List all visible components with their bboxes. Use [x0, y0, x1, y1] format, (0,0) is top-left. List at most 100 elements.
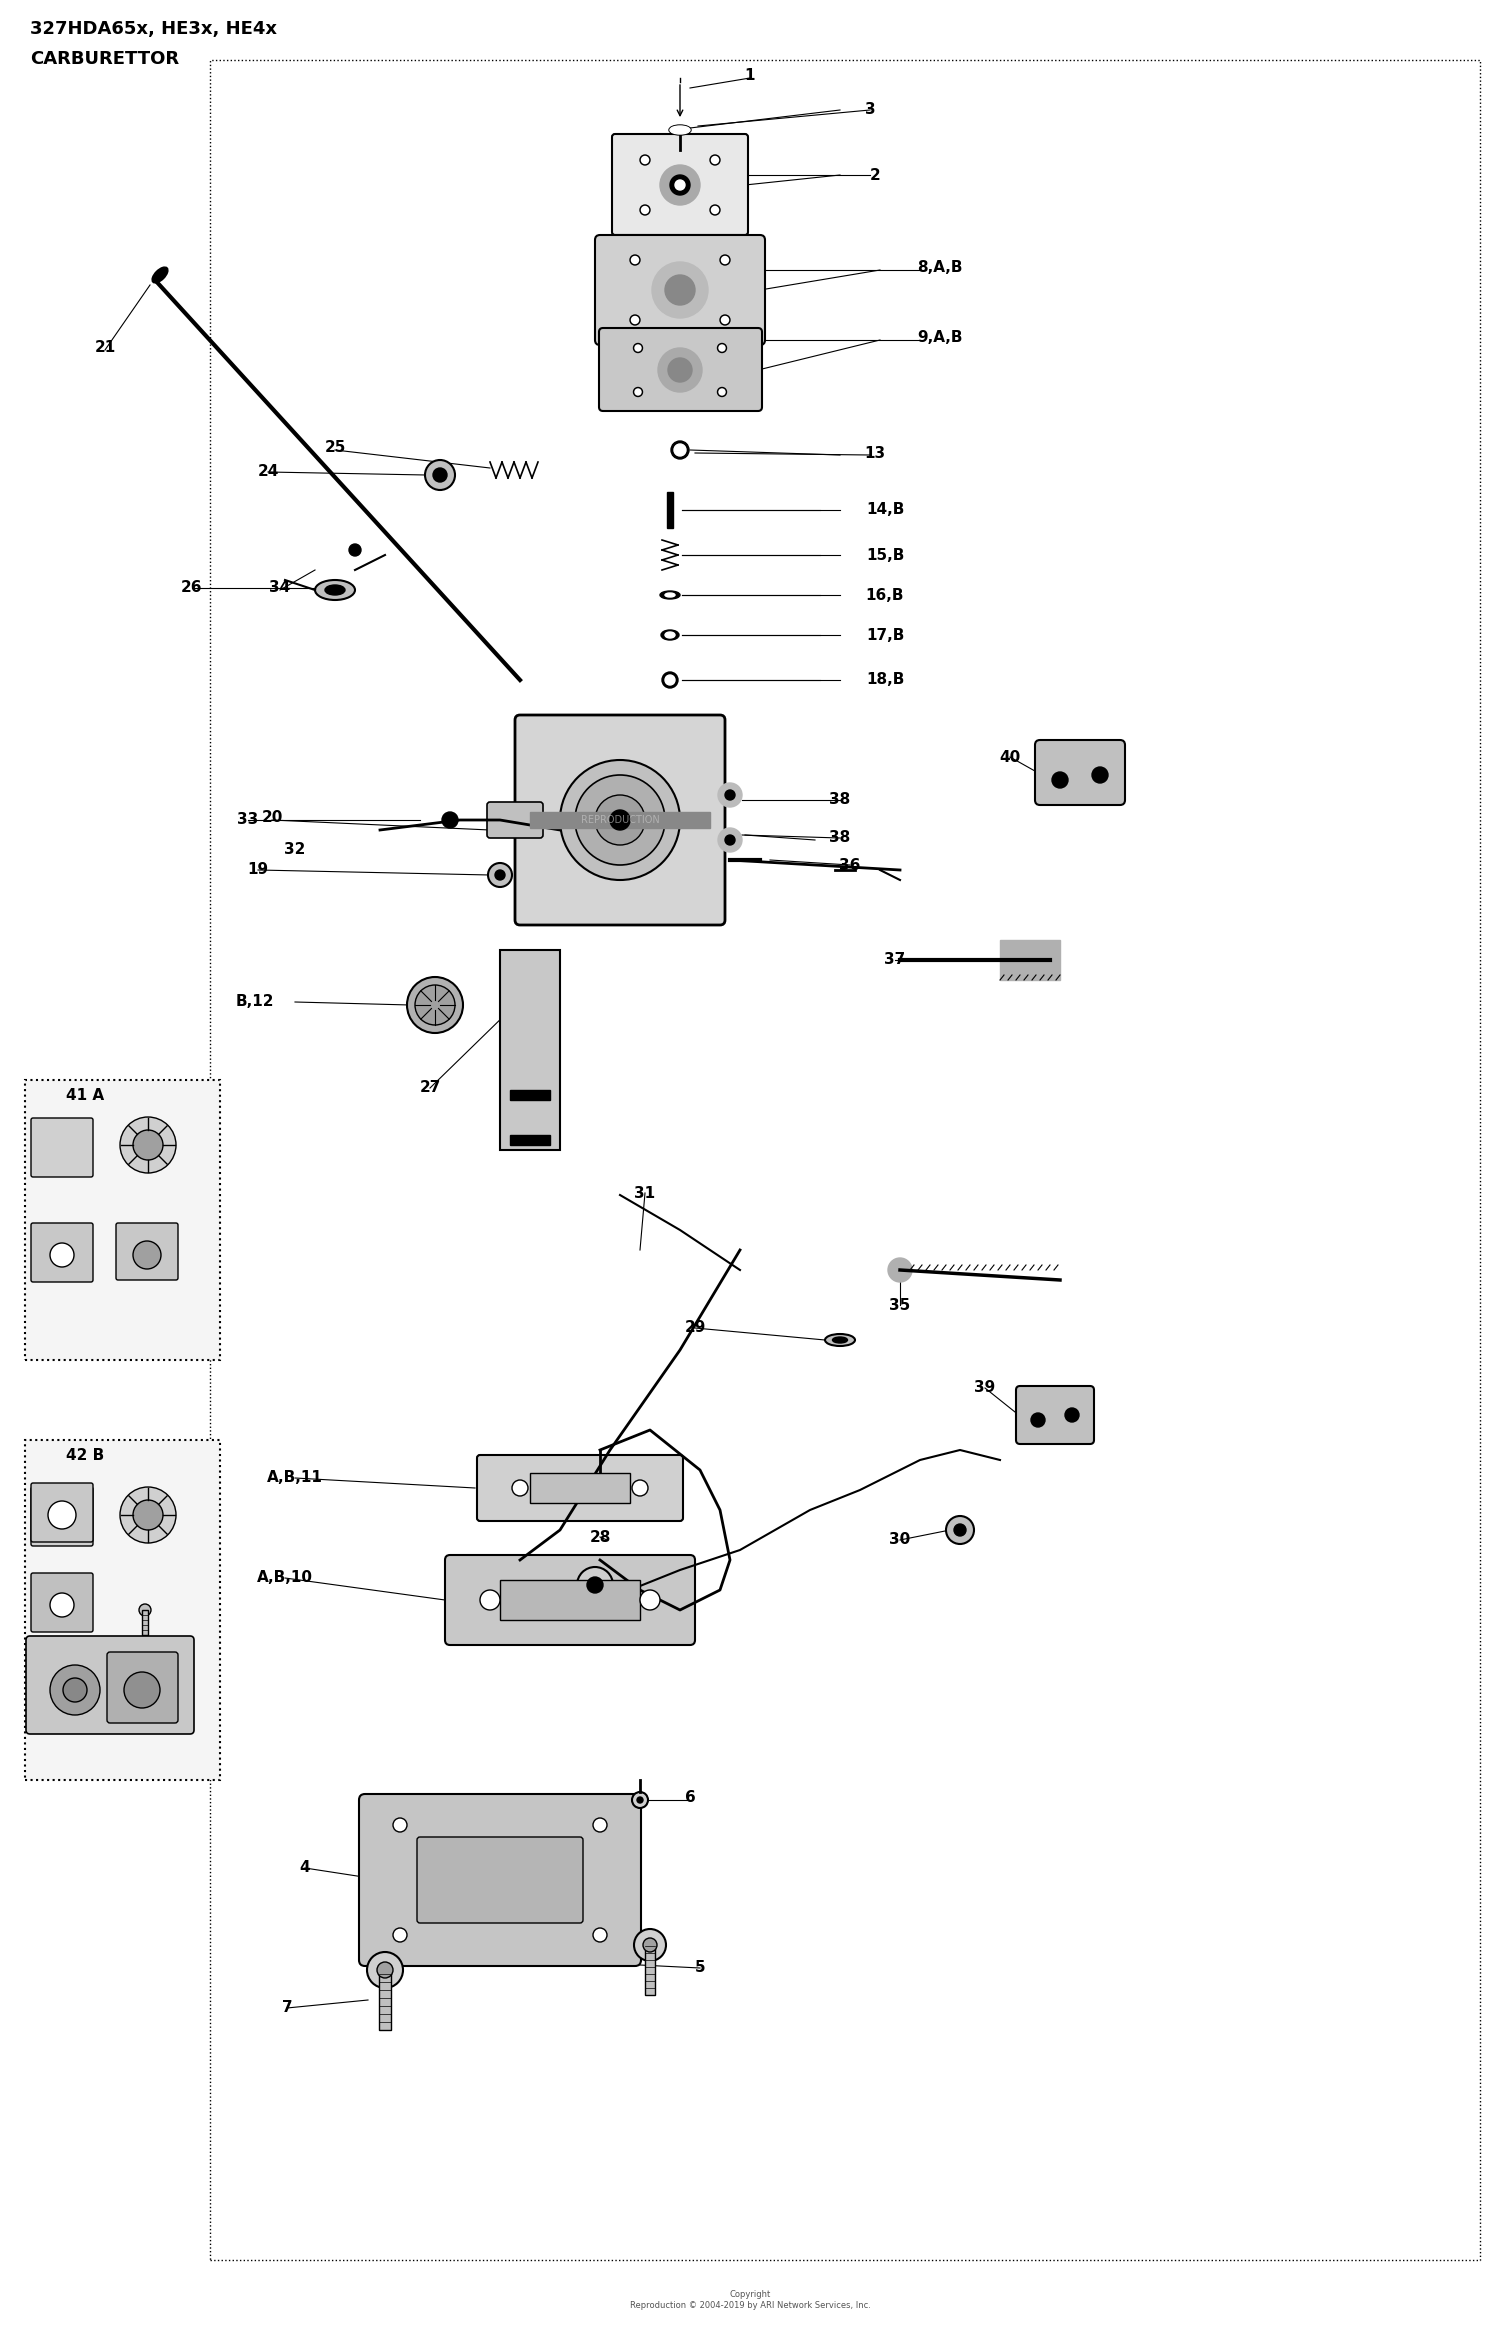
Text: 33: 33 [237, 813, 258, 827]
Text: 29: 29 [684, 1320, 705, 1336]
FancyBboxPatch shape [358, 1794, 640, 1967]
Circle shape [644, 1939, 657, 1953]
Text: 9,A,B: 9,A,B [916, 329, 963, 346]
Ellipse shape [825, 1334, 855, 1346]
Circle shape [596, 794, 645, 846]
Bar [510, 1135, 550, 1145]
Text: 30: 30 [890, 1532, 910, 1546]
Circle shape [1030, 1413, 1045, 1427]
Ellipse shape [152, 266, 168, 283]
Text: 14,B: 14,B [865, 502, 904, 519]
Circle shape [630, 255, 640, 264]
Circle shape [640, 1591, 660, 1610]
FancyBboxPatch shape [446, 1556, 694, 1645]
Circle shape [578, 1567, 614, 1602]
Text: 13: 13 [864, 446, 885, 460]
Circle shape [634, 346, 640, 350]
Text: 16,B: 16,B [865, 586, 904, 603]
Circle shape [406, 976, 463, 1033]
Bar [510, 1091, 550, 1100]
Circle shape [954, 1523, 966, 1537]
Bar [210, 61, 1480, 2259]
Circle shape [134, 1500, 164, 1530]
Text: 26: 26 [182, 582, 203, 596]
FancyBboxPatch shape [612, 133, 748, 236]
Circle shape [674, 444, 686, 456]
Circle shape [586, 1577, 603, 1593]
Text: 27: 27 [420, 1082, 441, 1096]
Text: 34: 34 [270, 582, 291, 596]
Bar [645, 1946, 656, 1995]
Circle shape [670, 442, 688, 458]
Circle shape [658, 348, 702, 392]
Circle shape [946, 1516, 974, 1544]
Text: 18,B: 18,B [865, 673, 904, 687]
Text: 327HDA65x, HE3x, HE4x: 327HDA65x, HE3x, HE4x [30, 21, 278, 37]
Bar [668, 493, 674, 528]
Circle shape [633, 388, 642, 397]
FancyBboxPatch shape [488, 801, 543, 839]
Circle shape [393, 1927, 406, 1941]
Circle shape [638, 1796, 644, 1803]
Circle shape [140, 1605, 152, 1617]
Circle shape [424, 460, 454, 491]
Text: 4: 4 [300, 1859, 310, 1876]
Ellipse shape [326, 584, 345, 596]
FancyBboxPatch shape [32, 1483, 93, 1542]
FancyBboxPatch shape [106, 1652, 178, 1724]
Circle shape [711, 157, 718, 164]
Circle shape [632, 1481, 648, 1495]
Text: 2: 2 [870, 168, 880, 182]
Text: 17,B: 17,B [865, 628, 904, 642]
Bar [26, 1079, 220, 1360]
Circle shape [120, 1117, 176, 1173]
Circle shape [724, 834, 735, 846]
Circle shape [50, 1666, 100, 1715]
Circle shape [640, 206, 650, 215]
Circle shape [710, 154, 720, 166]
Bar [380, 1969, 392, 2030]
Circle shape [574, 776, 664, 864]
FancyBboxPatch shape [32, 1572, 93, 1633]
Text: 36: 36 [840, 857, 861, 874]
Ellipse shape [664, 593, 675, 598]
Circle shape [488, 862, 512, 888]
Circle shape [393, 1817, 406, 1831]
Ellipse shape [833, 1336, 848, 1343]
Ellipse shape [664, 633, 675, 638]
Text: 8,A,B: 8,A,B [916, 262, 963, 276]
Text: 15,B: 15,B [865, 547, 904, 563]
Circle shape [642, 206, 648, 213]
Text: B,12: B,12 [236, 995, 274, 1009]
Ellipse shape [662, 631, 680, 640]
Circle shape [632, 315, 639, 322]
Text: 1: 1 [744, 68, 754, 82]
Text: 38: 38 [830, 792, 850, 808]
Text: 5: 5 [694, 1960, 705, 1976]
Text: 40: 40 [999, 750, 1020, 764]
Circle shape [633, 343, 642, 353]
Circle shape [711, 206, 718, 213]
Circle shape [640, 154, 650, 166]
Circle shape [480, 1591, 500, 1610]
Circle shape [50, 1243, 74, 1266]
Text: 19: 19 [248, 862, 268, 878]
Text: A,B,10: A,B,10 [256, 1570, 313, 1586]
Text: 28: 28 [590, 1530, 610, 1544]
Circle shape [675, 180, 686, 189]
Circle shape [433, 467, 447, 481]
Circle shape [720, 255, 730, 264]
Circle shape [718, 346, 724, 350]
Ellipse shape [315, 579, 356, 600]
FancyBboxPatch shape [417, 1836, 584, 1923]
Text: CARBURETTOR: CARBURETTOR [30, 49, 178, 68]
Circle shape [50, 1593, 74, 1617]
Circle shape [632, 257, 639, 264]
Circle shape [1065, 1409, 1078, 1423]
Circle shape [722, 257, 729, 264]
Text: 24: 24 [258, 465, 279, 479]
Text: 25: 25 [324, 442, 345, 456]
FancyBboxPatch shape [32, 1488, 93, 1546]
Bar [500, 951, 560, 1149]
Circle shape [724, 790, 735, 799]
